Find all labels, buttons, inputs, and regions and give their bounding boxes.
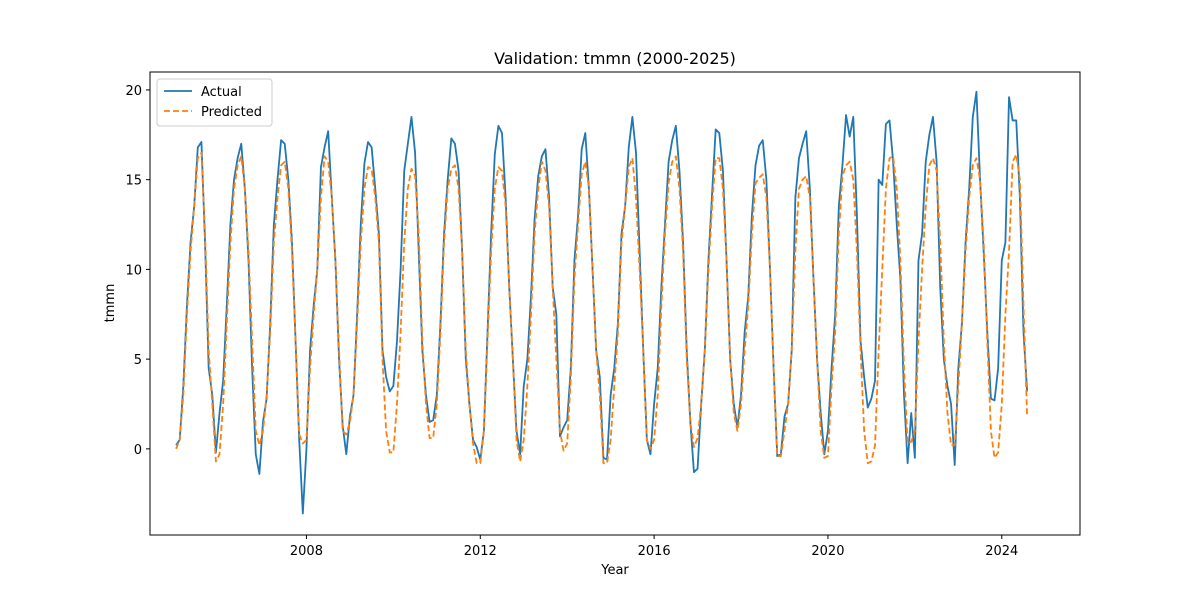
y-axis-label: tmmn	[103, 284, 118, 323]
y-tick-label: 0	[134, 443, 142, 458]
plot-area: 2008 2012 2016 2020 2024 0 5 10 15 20	[125, 71, 1081, 559]
y-tick-label: 20	[125, 84, 142, 99]
legend-label-actual: Actual	[201, 85, 242, 100]
legend-label-predicted: Predicted	[201, 105, 262, 120]
x-axis-label: Year	[600, 563, 629, 578]
chart-title: Validation: tmmn (2000-2025)	[494, 49, 736, 68]
y-tick-label: 5	[134, 353, 142, 368]
legend: Actual Predicted	[156, 78, 273, 127]
x-tick-label: 2012	[464, 544, 497, 559]
x-tick-label: 2016	[638, 544, 671, 559]
y-tick-label: 10	[125, 263, 142, 278]
series-line-predicted	[175, 151, 1029, 465]
x-tick-label: 2008	[290, 544, 323, 559]
x-tick-label: 2024	[985, 544, 1018, 559]
axes-frame	[149, 71, 1081, 536]
series-layer	[175, 90, 1029, 515]
x-tick-label: 2020	[811, 544, 844, 559]
y-tick-label: 15	[125, 174, 142, 189]
x-axis-ticks: 2008 2012 2016 2020 2024	[290, 535, 1018, 559]
y-axis-ticks: 0 5 10 15 20	[125, 84, 150, 458]
